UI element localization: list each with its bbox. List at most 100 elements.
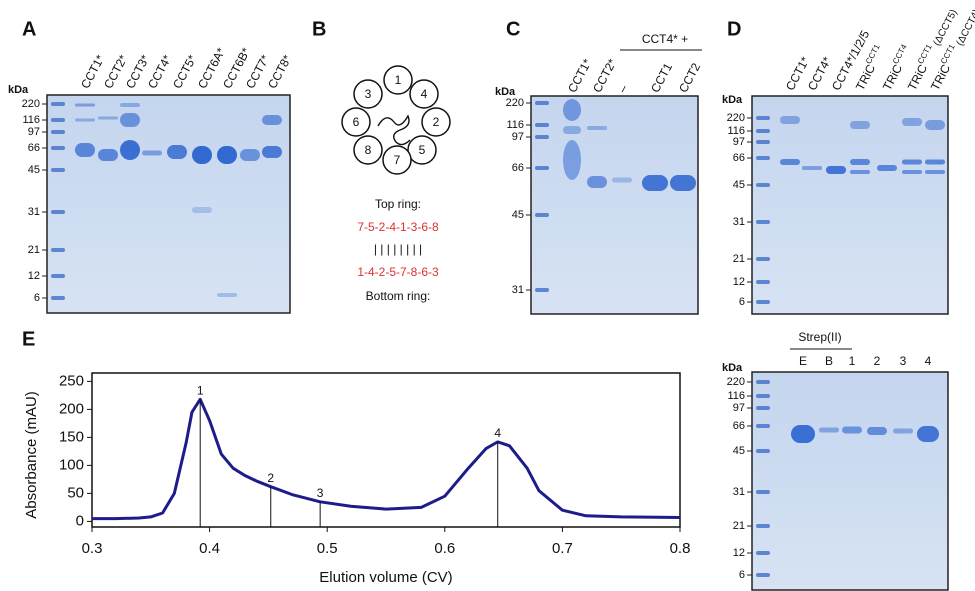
subunit-label: 5 (419, 143, 426, 157)
marker-band (535, 123, 549, 127)
lane-label: CCT2 (676, 60, 703, 95)
x-axis-label: Elution volume (CV) (319, 569, 452, 586)
band (867, 427, 887, 435)
marker-label: 45 (733, 445, 745, 457)
band (902, 170, 922, 174)
panel-letter: E (22, 328, 35, 350)
marker-label: 12 (733, 547, 745, 559)
y-tick-label: 200 (59, 400, 84, 417)
band (842, 426, 862, 434)
ring-text: | | | | | | | | (374, 242, 422, 256)
marker-band (535, 101, 549, 105)
fraction-label: 2 (267, 471, 274, 485)
subunit-label: 1 (395, 73, 402, 87)
band (262, 146, 282, 158)
band (98, 149, 118, 161)
band (192, 146, 212, 164)
subunit-label: 2 (433, 115, 440, 129)
band (192, 207, 212, 213)
subunit (353, 79, 383, 109)
marker-label: 31 (512, 284, 524, 296)
marker-band (756, 300, 770, 304)
subunit (341, 107, 371, 137)
band (917, 426, 939, 442)
band (217, 293, 237, 297)
marker-label: 6 (739, 296, 745, 308)
marker-label: 220 (727, 112, 745, 124)
marker-band (756, 156, 770, 160)
marker-label: 116 (22, 114, 40, 126)
band (563, 99, 581, 121)
lane-label-base: TRiC (880, 62, 905, 93)
band (240, 149, 260, 161)
band (780, 159, 800, 165)
panel-letter: C (506, 18, 520, 40)
fraction-label: 1 (197, 383, 204, 397)
panel-letter: B (312, 18, 326, 40)
y-tick-label: 0 (76, 512, 84, 529)
band (925, 120, 945, 130)
band (670, 175, 696, 191)
band (802, 166, 822, 170)
panel-letter: D (727, 18, 741, 40)
band (167, 145, 187, 159)
marker-band (756, 220, 770, 224)
subunit-label: 7 (394, 153, 401, 167)
x-tick-label: 0.4 (199, 540, 220, 557)
lane-label-sup: CCT4 (891, 42, 909, 65)
x-tick-label: 0.5 (317, 540, 338, 557)
subunit (421, 107, 451, 137)
marker-band (51, 102, 65, 106)
band (75, 118, 95, 122)
ring-text: 7-5-2-4-1-3-6-8 (357, 220, 439, 234)
marker-band (535, 288, 549, 292)
y-axis-label: Absorbance (mAU) (23, 391, 40, 519)
band (819, 427, 839, 433)
lane-label: 3 (900, 354, 907, 368)
x-tick-label: 0.6 (434, 540, 455, 557)
band (826, 166, 846, 174)
marker-label: 97 (28, 126, 40, 138)
band (925, 170, 945, 174)
subunit (382, 145, 412, 175)
marker-band (51, 274, 65, 278)
lane-label-base: TRiC (853, 62, 878, 93)
subunit (353, 135, 383, 165)
marker-band (756, 183, 770, 187)
fraction-label: 3 (317, 486, 324, 500)
marker-label: 97 (733, 402, 745, 414)
marker-label: 12 (28, 270, 40, 282)
group-label: CCT4* + (642, 32, 688, 46)
band (75, 143, 95, 157)
lane-label: B (825, 354, 833, 368)
band (642, 175, 668, 191)
marker-band (51, 296, 65, 300)
marker-band (756, 129, 770, 133)
marker-band (756, 406, 770, 410)
band (587, 126, 607, 130)
marker-label: 6 (34, 292, 40, 304)
marker-band (756, 380, 770, 384)
x-tick-label: 0.8 (670, 540, 691, 557)
fraction-label: 4 (494, 426, 501, 440)
marker-band (51, 146, 65, 150)
marker-band (51, 130, 65, 134)
band (850, 121, 870, 129)
marker-label: 21 (28, 244, 40, 256)
marker-label: 116 (727, 390, 745, 402)
ring-text: Bottom ring: (366, 289, 431, 303)
marker-label: 21 (733, 253, 745, 265)
marker-label: 31 (733, 486, 745, 498)
x-tick-label: 0.3 (82, 540, 103, 557)
band (791, 425, 815, 443)
gel (751, 371, 949, 591)
marker-label: 45 (512, 209, 524, 221)
marker-band (51, 168, 65, 172)
band (120, 113, 140, 127)
band (563, 140, 581, 180)
band (877, 165, 897, 171)
band (902, 159, 922, 165)
gel (46, 94, 291, 314)
band (217, 146, 237, 164)
